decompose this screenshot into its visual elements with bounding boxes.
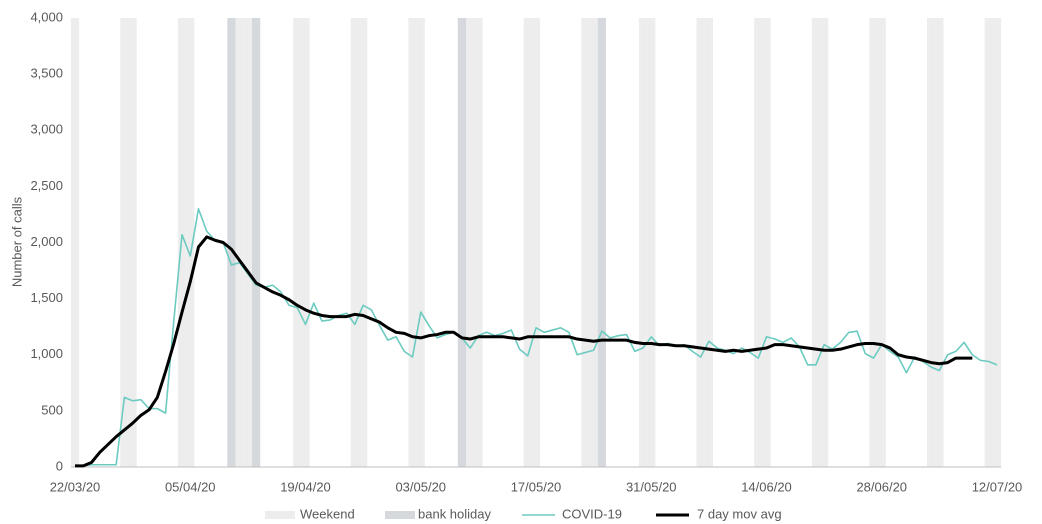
band-bar xyxy=(984,18,993,467)
band-bar xyxy=(523,18,532,467)
band-bar xyxy=(762,18,771,467)
band-bar xyxy=(70,18,80,467)
band-bar xyxy=(581,18,590,467)
x-tick-label: 12/07/20 xyxy=(972,479,1023,494)
x-tick-label: 03/05/20 xyxy=(395,479,446,494)
y-tick-label: 1,000 xyxy=(30,346,63,361)
band-bar xyxy=(416,18,425,467)
band-bar xyxy=(235,18,244,467)
y-axis-title: Number of calls xyxy=(9,196,24,287)
x-tick-label: 31/05/20 xyxy=(626,479,677,494)
band-bar xyxy=(927,18,936,467)
x-tick-label: 17/05/20 xyxy=(511,479,562,494)
legend-label: Weekend xyxy=(300,506,355,521)
y-tick-label: 4,000 xyxy=(30,9,63,24)
band-bar xyxy=(992,18,1002,467)
legend-swatch xyxy=(385,511,415,519)
band-bar xyxy=(820,18,829,467)
y-tick-label: 0 xyxy=(56,458,63,473)
band-bar xyxy=(811,18,821,467)
x-tick-label: 14/06/20 xyxy=(741,479,792,494)
band-bar xyxy=(704,18,713,467)
y-tick-label: 1,500 xyxy=(30,290,63,305)
band-bar xyxy=(243,18,252,467)
x-tick-label: 05/04/20 xyxy=(165,479,216,494)
legend-swatch xyxy=(265,511,295,519)
band-bar xyxy=(935,18,944,467)
x-tick-label: 19/04/20 xyxy=(280,479,331,494)
band-bar xyxy=(589,18,598,467)
y-tick-label: 3,000 xyxy=(30,122,63,137)
band-bar xyxy=(293,18,302,467)
band-bar xyxy=(251,18,261,467)
y-tick-label: 2,000 xyxy=(30,234,63,249)
legend-label: 7 day mov avg xyxy=(697,506,782,521)
legend-label: COVID-19 xyxy=(562,506,622,521)
band-bar xyxy=(128,18,137,467)
band-bar xyxy=(597,18,606,467)
band-bar xyxy=(638,18,648,467)
band-bar xyxy=(869,18,878,467)
band-bar xyxy=(359,18,368,467)
band-bar xyxy=(754,18,763,467)
x-tick-label: 22/03/20 xyxy=(50,479,101,494)
band-bar xyxy=(647,18,656,467)
band-bar xyxy=(301,18,310,467)
x-tick-label: 28/06/20 xyxy=(856,479,907,494)
band-bar xyxy=(350,18,360,467)
band-bar xyxy=(408,18,417,467)
series-line xyxy=(75,208,998,467)
band-bar xyxy=(466,18,475,467)
y-tick-label: 2,500 xyxy=(30,178,63,193)
band-bar xyxy=(120,18,129,467)
y-tick-label: 500 xyxy=(41,402,63,417)
band-bar xyxy=(696,18,705,467)
band-bar xyxy=(474,18,483,467)
y-tick-label: 3,500 xyxy=(30,66,63,81)
band-bar xyxy=(186,18,195,467)
band-bar xyxy=(457,18,467,467)
legend-label: bank holiday xyxy=(418,506,491,521)
band-bar xyxy=(877,18,886,467)
series-line xyxy=(75,235,973,468)
band-bar xyxy=(531,18,541,467)
band-bar xyxy=(227,18,236,467)
